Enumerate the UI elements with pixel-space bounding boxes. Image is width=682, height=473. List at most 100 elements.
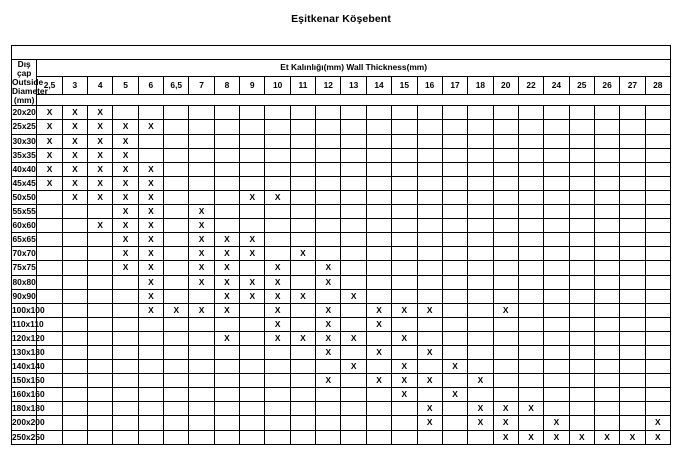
row-label-65x65: 65x65 <box>10 232 38 248</box>
column-header-23: 27 <box>619 75 646 96</box>
cell-empty <box>340 218 367 234</box>
cell-empty <box>36 218 63 234</box>
cell-empty <box>289 344 317 361</box>
cell-empty <box>619 344 646 361</box>
cell-empty <box>365 147 393 163</box>
cell-empty <box>264 373 291 389</box>
cell-empty <box>568 288 595 304</box>
cell-empty <box>163 429 190 445</box>
cell-empty <box>543 232 570 248</box>
table-row: 90x90 X X X X X X <box>10 288 672 304</box>
cell-empty <box>416 218 443 234</box>
cell-empty <box>467 204 494 220</box>
cell-empty <box>365 105 393 121</box>
cell-marked: X <box>137 175 165 191</box>
cell-empty <box>644 387 672 403</box>
cell-empty <box>264 246 291 262</box>
cell-empty <box>391 218 418 234</box>
cell-empty <box>112 288 139 304</box>
cell-empty <box>340 189 367 206</box>
cell-empty <box>163 119 190 135</box>
cell-marked: X <box>137 161 165 177</box>
cell-empty <box>644 274 672 290</box>
row-label-110x110: 110x110 <box>10 316 44 332</box>
cell-marked: X <box>315 260 342 276</box>
cell-empty <box>644 204 672 220</box>
page-title: Eşitkenar Köşebent <box>291 13 391 25</box>
cell-empty <box>416 359 443 375</box>
cell-empty <box>163 344 190 361</box>
cell-empty <box>391 204 418 220</box>
cell-empty <box>441 316 469 332</box>
column-header-2: 4 <box>87 75 114 96</box>
cell-empty <box>391 429 418 445</box>
cell-empty <box>517 161 545 177</box>
cell-marked: X <box>315 330 342 346</box>
cell-empty <box>289 105 317 121</box>
cell-empty <box>492 175 519 191</box>
cell-marked: X <box>467 401 494 417</box>
cell-empty <box>416 274 443 290</box>
cell-empty <box>441 330 469 346</box>
cell-empty <box>188 147 215 163</box>
cell-empty <box>568 274 595 290</box>
cell-empty <box>163 246 190 262</box>
cell-empty <box>391 288 418 304</box>
cell-marked: X <box>61 119 89 135</box>
cell-empty <box>492 133 519 149</box>
cell-empty <box>492 344 519 361</box>
row-label-70x70: 70x70 <box>10 246 38 262</box>
cell-empty <box>315 204 342 220</box>
cell-empty <box>163 133 190 149</box>
cell-empty <box>416 387 443 403</box>
cell-empty <box>61 344 89 361</box>
cell-marked: X <box>137 189 165 206</box>
cell-empty <box>517 204 545 220</box>
outside-diameter-header: Dış çap Outside Diameter (mm) <box>10 58 48 107</box>
cell-marked: X <box>391 387 418 403</box>
cell-marked: X <box>112 189 139 206</box>
cell-empty <box>416 161 443 177</box>
diam-line-3: (mm) <box>13 95 35 106</box>
header-band-row <box>12 94 671 107</box>
cell-empty <box>619 232 646 248</box>
cell-empty <box>87 204 114 220</box>
cell-empty <box>61 359 89 375</box>
cell-empty <box>264 401 291 417</box>
cell-empty <box>568 105 595 121</box>
row-label-50x50: 50x50 <box>10 189 38 206</box>
cell-empty <box>543 218 570 234</box>
cell-empty <box>492 387 519 403</box>
cell-empty <box>568 133 595 149</box>
cell-empty <box>289 302 317 318</box>
cell-empty <box>619 147 646 163</box>
cell-empty <box>492 232 519 248</box>
cell-empty <box>492 373 519 389</box>
cell-empty <box>441 344 469 361</box>
cell-marked: X <box>416 344 443 361</box>
cell-empty <box>467 274 494 290</box>
cell-empty <box>391 133 418 149</box>
table-head: Dış çap Outside Diameter (mm) Et Kalınlı… <box>10 45 672 107</box>
cell-empty <box>213 147 241 163</box>
cell-empty <box>87 302 114 318</box>
cell-empty <box>112 401 139 417</box>
cell-empty <box>517 260 545 276</box>
cell-marked: X <box>112 260 139 276</box>
table-row: 150x150 X X X X X <box>10 373 672 389</box>
row-label-40x40: 40x40 <box>10 161 38 177</box>
cell-empty <box>87 387 114 403</box>
cell-empty <box>239 260 266 276</box>
row-label-35x35: 35x35 <box>10 147 38 163</box>
row-label-150x150: 150x150 <box>10 373 45 389</box>
cell-empty <box>188 401 215 417</box>
cell-empty <box>391 344 418 361</box>
cell-marked: X <box>492 429 519 445</box>
cell-marked: X <box>365 302 393 318</box>
cell-marked: X <box>492 415 519 431</box>
cell-empty <box>36 302 63 318</box>
cell-marked: X <box>264 288 291 304</box>
cell-empty <box>467 189 494 206</box>
column-header-12: 13 <box>340 75 367 96</box>
cell-empty <box>188 105 215 121</box>
